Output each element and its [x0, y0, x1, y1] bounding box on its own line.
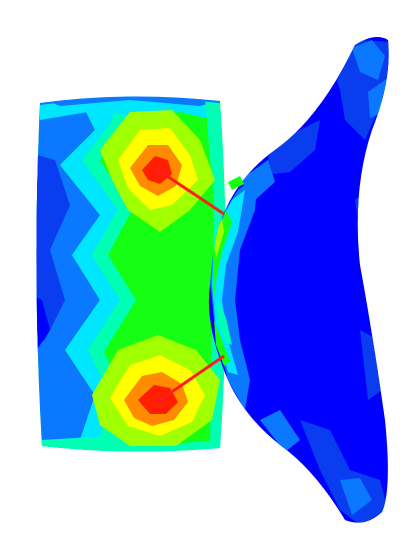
contact-tab [228, 176, 244, 190]
upper-connector [157, 168, 225, 216]
lower-connector [159, 354, 225, 402]
lower-connector-node [157, 397, 163, 403]
shell-body [208, 36, 389, 523]
cylinder-top-rim [39, 96, 221, 105]
upper-connector-node [155, 167, 161, 173]
